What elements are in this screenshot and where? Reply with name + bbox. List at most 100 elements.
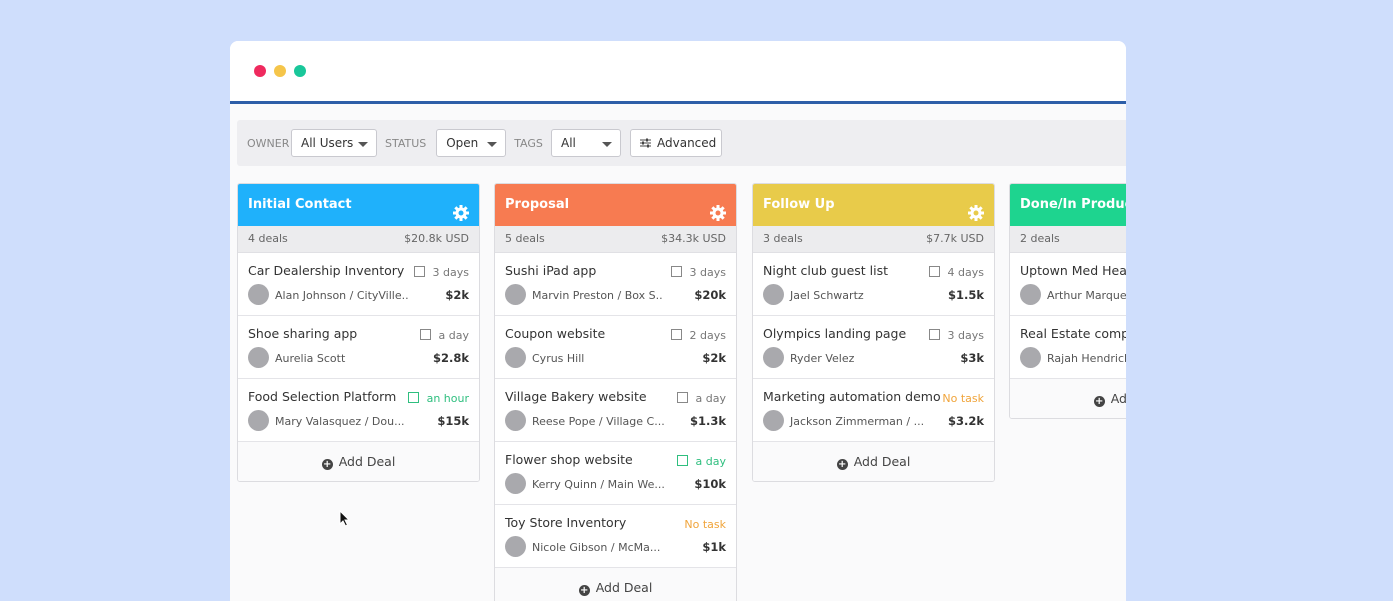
dropdown-value: All Users bbox=[301, 136, 354, 150]
filter-label: TAGS bbox=[514, 137, 543, 150]
avatar bbox=[505, 347, 526, 368]
add-deal-button[interactable]: + Add Deal bbox=[1010, 379, 1126, 418]
deal-value: $2.8k bbox=[432, 351, 469, 365]
column-summary: 2 deals bbox=[1010, 226, 1126, 253]
deal-count: 4 deals bbox=[248, 232, 288, 245]
add-deal-button[interactable]: + Add Deal bbox=[495, 568, 736, 601]
avatar bbox=[763, 284, 784, 305]
close-dot[interactable] bbox=[254, 65, 266, 77]
deal-count: 2 deals bbox=[1020, 232, 1060, 245]
deal-value: $2k bbox=[702, 351, 726, 365]
deal-card[interactable]: Flower shop website Kerry Quinn / Main We… bbox=[495, 442, 736, 505]
deal-count: 5 deals bbox=[505, 232, 545, 245]
sliders-icon bbox=[640, 138, 651, 148]
deal-card[interactable]: Food Selection Platform Mary Valasquez / … bbox=[238, 379, 479, 442]
deal-card[interactable]: Village Bakery website Reese Pope / Villa… bbox=[495, 379, 736, 442]
dropdown-caret bbox=[487, 142, 498, 147]
column-header: Done/In Production bbox=[1010, 184, 1126, 226]
deal-value: $1.3k bbox=[689, 414, 726, 428]
deal-contact: Ryder Velez bbox=[790, 352, 855, 365]
settings-gear[interactable] bbox=[710, 197, 726, 221]
deal-contact: Cyrus Hill bbox=[532, 352, 585, 365]
deal-value: $1k bbox=[702, 540, 726, 554]
deal-card[interactable]: Coupon website Cyrus Hill 2 days $2k bbox=[495, 316, 736, 379]
add-deal-label: Add Deal bbox=[595, 580, 653, 595]
gear-icon bbox=[453, 205, 469, 221]
deal-task: a day bbox=[676, 455, 726, 468]
deal-contact: Kerry Quinn / Main We... bbox=[532, 478, 665, 491]
column-summary: 4 deals $20.8k USD bbox=[238, 226, 479, 253]
add-deal-button[interactable]: + Add Deal bbox=[238, 442, 479, 481]
deal-card[interactable]: Sushi iPad app Marvin Preston / Box S.. 3 … bbox=[495, 253, 736, 316]
column-title: Done/In Production bbox=[1020, 197, 1126, 212]
add-deal-button[interactable]: + Add Deal bbox=[753, 442, 994, 481]
task-due: a day bbox=[695, 455, 726, 468]
deal-task: 4 days bbox=[928, 266, 984, 279]
settings-gear[interactable] bbox=[968, 197, 984, 221]
column-header: Proposal bbox=[495, 184, 736, 226]
dropdown-caret bbox=[358, 142, 368, 147]
advanced-button[interactable]: Advanced bbox=[630, 129, 722, 157]
deal-card[interactable]: Car Dealership Inventory Alan Johnson / C… bbox=[238, 253, 479, 316]
pipeline-column: Initial Contact 4 deals $20.8k USD Car Deal… bbox=[237, 183, 480, 482]
task-due: No task bbox=[942, 392, 984, 405]
plus-icon: + bbox=[321, 459, 333, 470]
dropdown-value: All bbox=[561, 136, 576, 150]
avatar bbox=[763, 347, 784, 368]
deal-value: $3k bbox=[960, 351, 984, 365]
avatar bbox=[505, 473, 526, 494]
column-title: Initial Contact bbox=[248, 197, 352, 212]
avatar bbox=[248, 347, 269, 368]
deal-card[interactable]: Night club guest list Jael Schwartz 4 days… bbox=[753, 253, 994, 316]
deal-contact: Arthur Marquez bbox=[1047, 289, 1126, 302]
deal-contact: Jackson Zimmerman / ... bbox=[790, 415, 925, 428]
maximize-dot[interactable] bbox=[294, 65, 306, 77]
deal-contact: Jael Schwartz bbox=[790, 289, 864, 302]
add-deal-label: Add Deal bbox=[1110, 391, 1126, 406]
task-due: an hour bbox=[426, 392, 469, 405]
title-bar bbox=[230, 41, 1126, 104]
filter-dropdown[interactable]: All bbox=[551, 129, 621, 157]
filter-label: STATUS bbox=[385, 137, 427, 150]
task-checkbox bbox=[676, 455, 688, 466]
deal-contact: Nicole Gibson / McMa... bbox=[532, 541, 661, 554]
deal-value: $1.5k bbox=[947, 288, 984, 302]
plus-icon: + bbox=[836, 459, 848, 470]
deal-card[interactable]: Toy Store Inventory Nicole Gibson / McMa.… bbox=[495, 505, 736, 568]
deal-name: Marketing automation demo bbox=[763, 389, 941, 404]
deal-card[interactable]: Shoe sharing app Aurelia Scott a day $2.8k bbox=[238, 316, 479, 379]
pipeline-column: Done/In Production 2 deals Uptown Med Heal… bbox=[1009, 183, 1126, 419]
deal-value: $20k bbox=[694, 288, 726, 302]
settings-gear[interactable] bbox=[453, 197, 469, 221]
deal-name: Sushi iPad app bbox=[505, 263, 597, 278]
task-due: 3 days bbox=[689, 266, 726, 279]
deal-count: 3 deals bbox=[763, 232, 803, 245]
gear-icon bbox=[710, 205, 726, 221]
column-header: Follow Up bbox=[753, 184, 994, 226]
mouse-cursor bbox=[339, 510, 351, 527]
deal-name: Coupon website bbox=[505, 326, 606, 341]
deal-name: Toy Store Inventory bbox=[505, 515, 627, 530]
deal-task: 3 days bbox=[413, 266, 469, 279]
deal-card[interactable]: Marketing automation demo Jackson Zimmerm… bbox=[753, 379, 994, 442]
deal-task: 3 days bbox=[928, 329, 984, 342]
avatar bbox=[1020, 284, 1041, 305]
task-due: a day bbox=[695, 392, 726, 405]
filter-dropdown[interactable]: All Users bbox=[291, 129, 377, 157]
column-title: Follow Up bbox=[763, 197, 835, 212]
deal-card[interactable]: Uptown Med Heal Arthur Marquez bbox=[1010, 253, 1126, 316]
deal-task: a day bbox=[676, 392, 726, 405]
minimize-dot[interactable] bbox=[274, 65, 286, 77]
deal-name: Real Estate compa bbox=[1020, 326, 1126, 341]
column-summary: 3 deals $7.7k USD bbox=[753, 226, 994, 253]
deal-total: $20.8k USD bbox=[404, 232, 469, 245]
deal-card[interactable]: Real Estate compa Rajah Hendricks bbox=[1010, 316, 1126, 379]
deal-name: Night club guest list bbox=[763, 263, 889, 278]
app-window: OWNER All Users STATUS Open TAGS All Advanced … bbox=[230, 41, 1126, 601]
avatar bbox=[1020, 347, 1041, 368]
pipeline-column: Proposal 5 deals $34.3k USD Sushi iPad app M… bbox=[494, 183, 737, 601]
deal-card[interactable]: Olympics landing page Ryder Velez 3 days $3… bbox=[753, 316, 994, 379]
filter-dropdown[interactable]: Open bbox=[436, 129, 507, 157]
deal-task: 2 days bbox=[670, 329, 726, 342]
